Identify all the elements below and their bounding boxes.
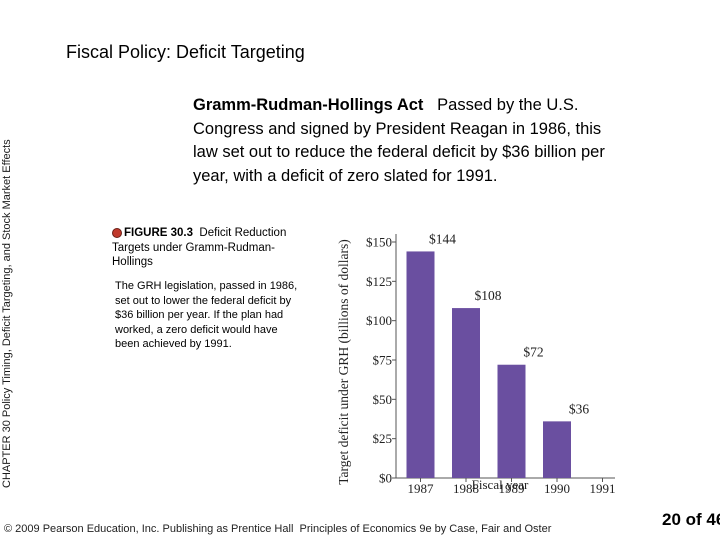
bar-value-label: $108 xyxy=(475,288,502,303)
figure-number: FIGURE 30.3 xyxy=(124,227,194,239)
y-tick-label: $125 xyxy=(366,274,392,289)
x-tick-label: 1987 xyxy=(408,481,435,496)
x-tick-label: 1991 xyxy=(590,481,616,496)
page-number: 20 of 46 xyxy=(662,510,720,529)
slide-title: Fiscal Policy: Deficit Targeting xyxy=(66,42,305,62)
x-tick-label: 1989 xyxy=(499,481,525,496)
figure-caption-text: Deficit Reduction Targets under Gramm-Ru… xyxy=(112,227,287,268)
bar-value-label: $144 xyxy=(429,231,456,246)
footer: © 2009 Pearson Education, Inc. Publishin… xyxy=(4,523,551,535)
act-term: Gramm-Rudman-Hollings Act xyxy=(193,96,424,114)
y-tick-label: $25 xyxy=(373,431,393,446)
y-tick-label: $100 xyxy=(366,313,392,328)
figure-description: The GRH legislation, passed in 1986, set… xyxy=(115,280,298,350)
bar xyxy=(497,364,526,478)
figure-caption: FIGURE 30.3 Deficit Reduction Targets un… xyxy=(112,226,312,270)
bar xyxy=(543,421,571,478)
y-tick-label: $150 xyxy=(366,235,392,250)
footer-copyright: © 2009 Pearson Education, Inc. Publishin… xyxy=(4,523,294,535)
footer-book: Principles of Economics 9e by Case, Fair… xyxy=(299,523,552,535)
figure-bullet-icon xyxy=(112,227,122,238)
y-tick-label: $50 xyxy=(373,392,393,407)
x-tick-label: 1988 xyxy=(453,481,479,496)
bar-value-label: $36 xyxy=(569,401,590,416)
deficit-bar-chart: Target deficit under GRH (billions of do… xyxy=(336,231,616,496)
act-definition: Passed by the U.S. Congress and signed b… xyxy=(193,96,605,185)
y-tick-label: $75 xyxy=(373,353,393,368)
x-axis-label: Fiscal year xyxy=(472,477,529,492)
act-definition-block: Gramm-Rudman-Hollings Act Passed by the … xyxy=(193,94,613,188)
x-tick-label: 1990 xyxy=(544,481,570,496)
bar xyxy=(452,308,480,478)
bar-value-label: $72 xyxy=(523,345,543,360)
y-tick-label: $0 xyxy=(379,471,392,486)
chapter-sidebar-label: CHAPTER 30 Policy Timing, Deficit Target… xyxy=(1,139,13,488)
y-axis-label: Target deficit under GRH (billions of do… xyxy=(336,239,351,485)
bar xyxy=(406,251,435,478)
